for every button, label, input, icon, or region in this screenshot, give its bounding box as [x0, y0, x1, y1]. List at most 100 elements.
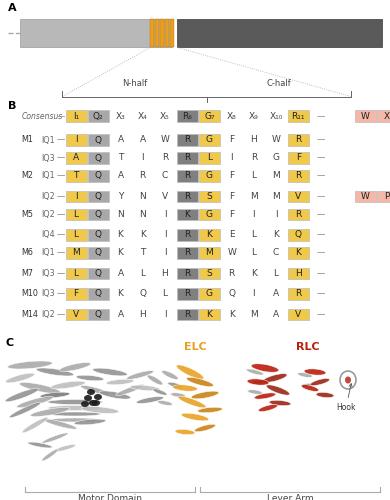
- Text: Y: Y: [118, 192, 123, 201]
- Text: K: K: [117, 230, 124, 239]
- FancyBboxPatch shape: [66, 308, 87, 320]
- Ellipse shape: [258, 404, 278, 411]
- Text: X₄: X₄: [138, 112, 147, 120]
- Bar: [150, 20, 154, 48]
- Text: K: K: [251, 269, 257, 278]
- Text: M: M: [250, 192, 258, 201]
- FancyBboxPatch shape: [88, 190, 109, 202]
- Ellipse shape: [43, 419, 77, 429]
- Text: I: I: [164, 248, 166, 258]
- Ellipse shape: [49, 412, 101, 416]
- FancyBboxPatch shape: [88, 288, 109, 300]
- FancyBboxPatch shape: [199, 170, 220, 181]
- Text: A: A: [117, 136, 124, 144]
- Text: C: C: [162, 172, 168, 180]
- Ellipse shape: [170, 393, 185, 397]
- FancyBboxPatch shape: [288, 268, 309, 279]
- Text: —: —: [316, 248, 325, 258]
- Text: A: A: [117, 310, 124, 319]
- Ellipse shape: [158, 400, 172, 406]
- Text: IQ2: IQ2: [41, 192, 55, 201]
- Text: Q: Q: [95, 248, 102, 258]
- Text: —: —: [56, 210, 65, 219]
- Text: X₁₀: X₁₀: [269, 112, 283, 120]
- Text: IQ1: IQ1: [41, 136, 55, 144]
- Ellipse shape: [176, 365, 204, 379]
- FancyBboxPatch shape: [66, 110, 87, 122]
- Ellipse shape: [20, 382, 60, 394]
- Text: IQ1: IQ1: [41, 248, 55, 258]
- Ellipse shape: [5, 388, 39, 402]
- Ellipse shape: [30, 408, 70, 416]
- Text: Q: Q: [95, 172, 102, 180]
- Bar: [177, 20, 382, 48]
- Ellipse shape: [9, 402, 41, 417]
- Text: I: I: [75, 136, 77, 144]
- Ellipse shape: [76, 375, 104, 381]
- Text: T: T: [118, 154, 123, 162]
- Text: R: R: [184, 172, 190, 180]
- Text: Q: Q: [228, 290, 235, 298]
- Ellipse shape: [269, 400, 291, 406]
- Text: N: N: [139, 210, 146, 219]
- FancyBboxPatch shape: [66, 190, 87, 202]
- Text: Q: Q: [95, 192, 102, 201]
- Ellipse shape: [191, 391, 219, 399]
- Text: A: A: [140, 136, 146, 144]
- Text: K: K: [295, 248, 301, 258]
- Ellipse shape: [81, 401, 89, 407]
- Text: I₁: I₁: [73, 112, 79, 120]
- Text: R: R: [140, 172, 146, 180]
- Ellipse shape: [48, 406, 103, 410]
- Ellipse shape: [247, 379, 269, 385]
- Text: R: R: [184, 136, 190, 144]
- Ellipse shape: [136, 396, 164, 404]
- Text: L: L: [74, 269, 78, 278]
- Ellipse shape: [248, 390, 262, 394]
- Text: A: A: [73, 154, 79, 162]
- Text: —: —: [56, 154, 65, 162]
- Text: —: —: [316, 310, 325, 319]
- FancyBboxPatch shape: [88, 308, 109, 320]
- Text: —: —: [56, 192, 65, 201]
- Text: G₇: G₇: [204, 112, 215, 120]
- Text: W: W: [361, 112, 369, 120]
- Ellipse shape: [99, 391, 131, 399]
- Text: W: W: [361, 192, 369, 201]
- FancyBboxPatch shape: [88, 247, 109, 258]
- FancyBboxPatch shape: [199, 247, 220, 258]
- Text: I: I: [253, 210, 255, 219]
- Text: K: K: [117, 248, 124, 258]
- FancyBboxPatch shape: [66, 288, 87, 300]
- FancyBboxPatch shape: [66, 134, 87, 146]
- Ellipse shape: [28, 442, 52, 448]
- Text: RLC: RLC: [296, 342, 320, 352]
- Text: G: G: [273, 154, 280, 162]
- Text: K: K: [184, 210, 190, 219]
- Text: —: —: [316, 192, 325, 201]
- Text: IQ1: IQ1: [41, 172, 55, 180]
- Ellipse shape: [89, 400, 97, 406]
- Ellipse shape: [302, 384, 314, 386]
- Text: I: I: [164, 210, 166, 219]
- Text: L: L: [274, 269, 278, 278]
- Text: G: G: [206, 172, 213, 180]
- Ellipse shape: [253, 380, 268, 384]
- Text: B: B: [8, 101, 16, 112]
- Ellipse shape: [106, 379, 134, 385]
- Ellipse shape: [194, 424, 216, 432]
- Text: IQ3: IQ3: [41, 269, 55, 278]
- FancyBboxPatch shape: [199, 134, 220, 146]
- Text: M6: M6: [21, 248, 33, 258]
- Ellipse shape: [51, 381, 85, 389]
- Text: A: A: [273, 290, 279, 298]
- Ellipse shape: [36, 368, 74, 376]
- Text: M14: M14: [21, 310, 38, 319]
- Text: H: H: [139, 310, 146, 319]
- Text: W: W: [227, 248, 236, 258]
- Text: H: H: [295, 269, 302, 278]
- Ellipse shape: [22, 417, 48, 433]
- Ellipse shape: [87, 389, 95, 395]
- Bar: [20, 20, 172, 48]
- FancyBboxPatch shape: [88, 110, 109, 122]
